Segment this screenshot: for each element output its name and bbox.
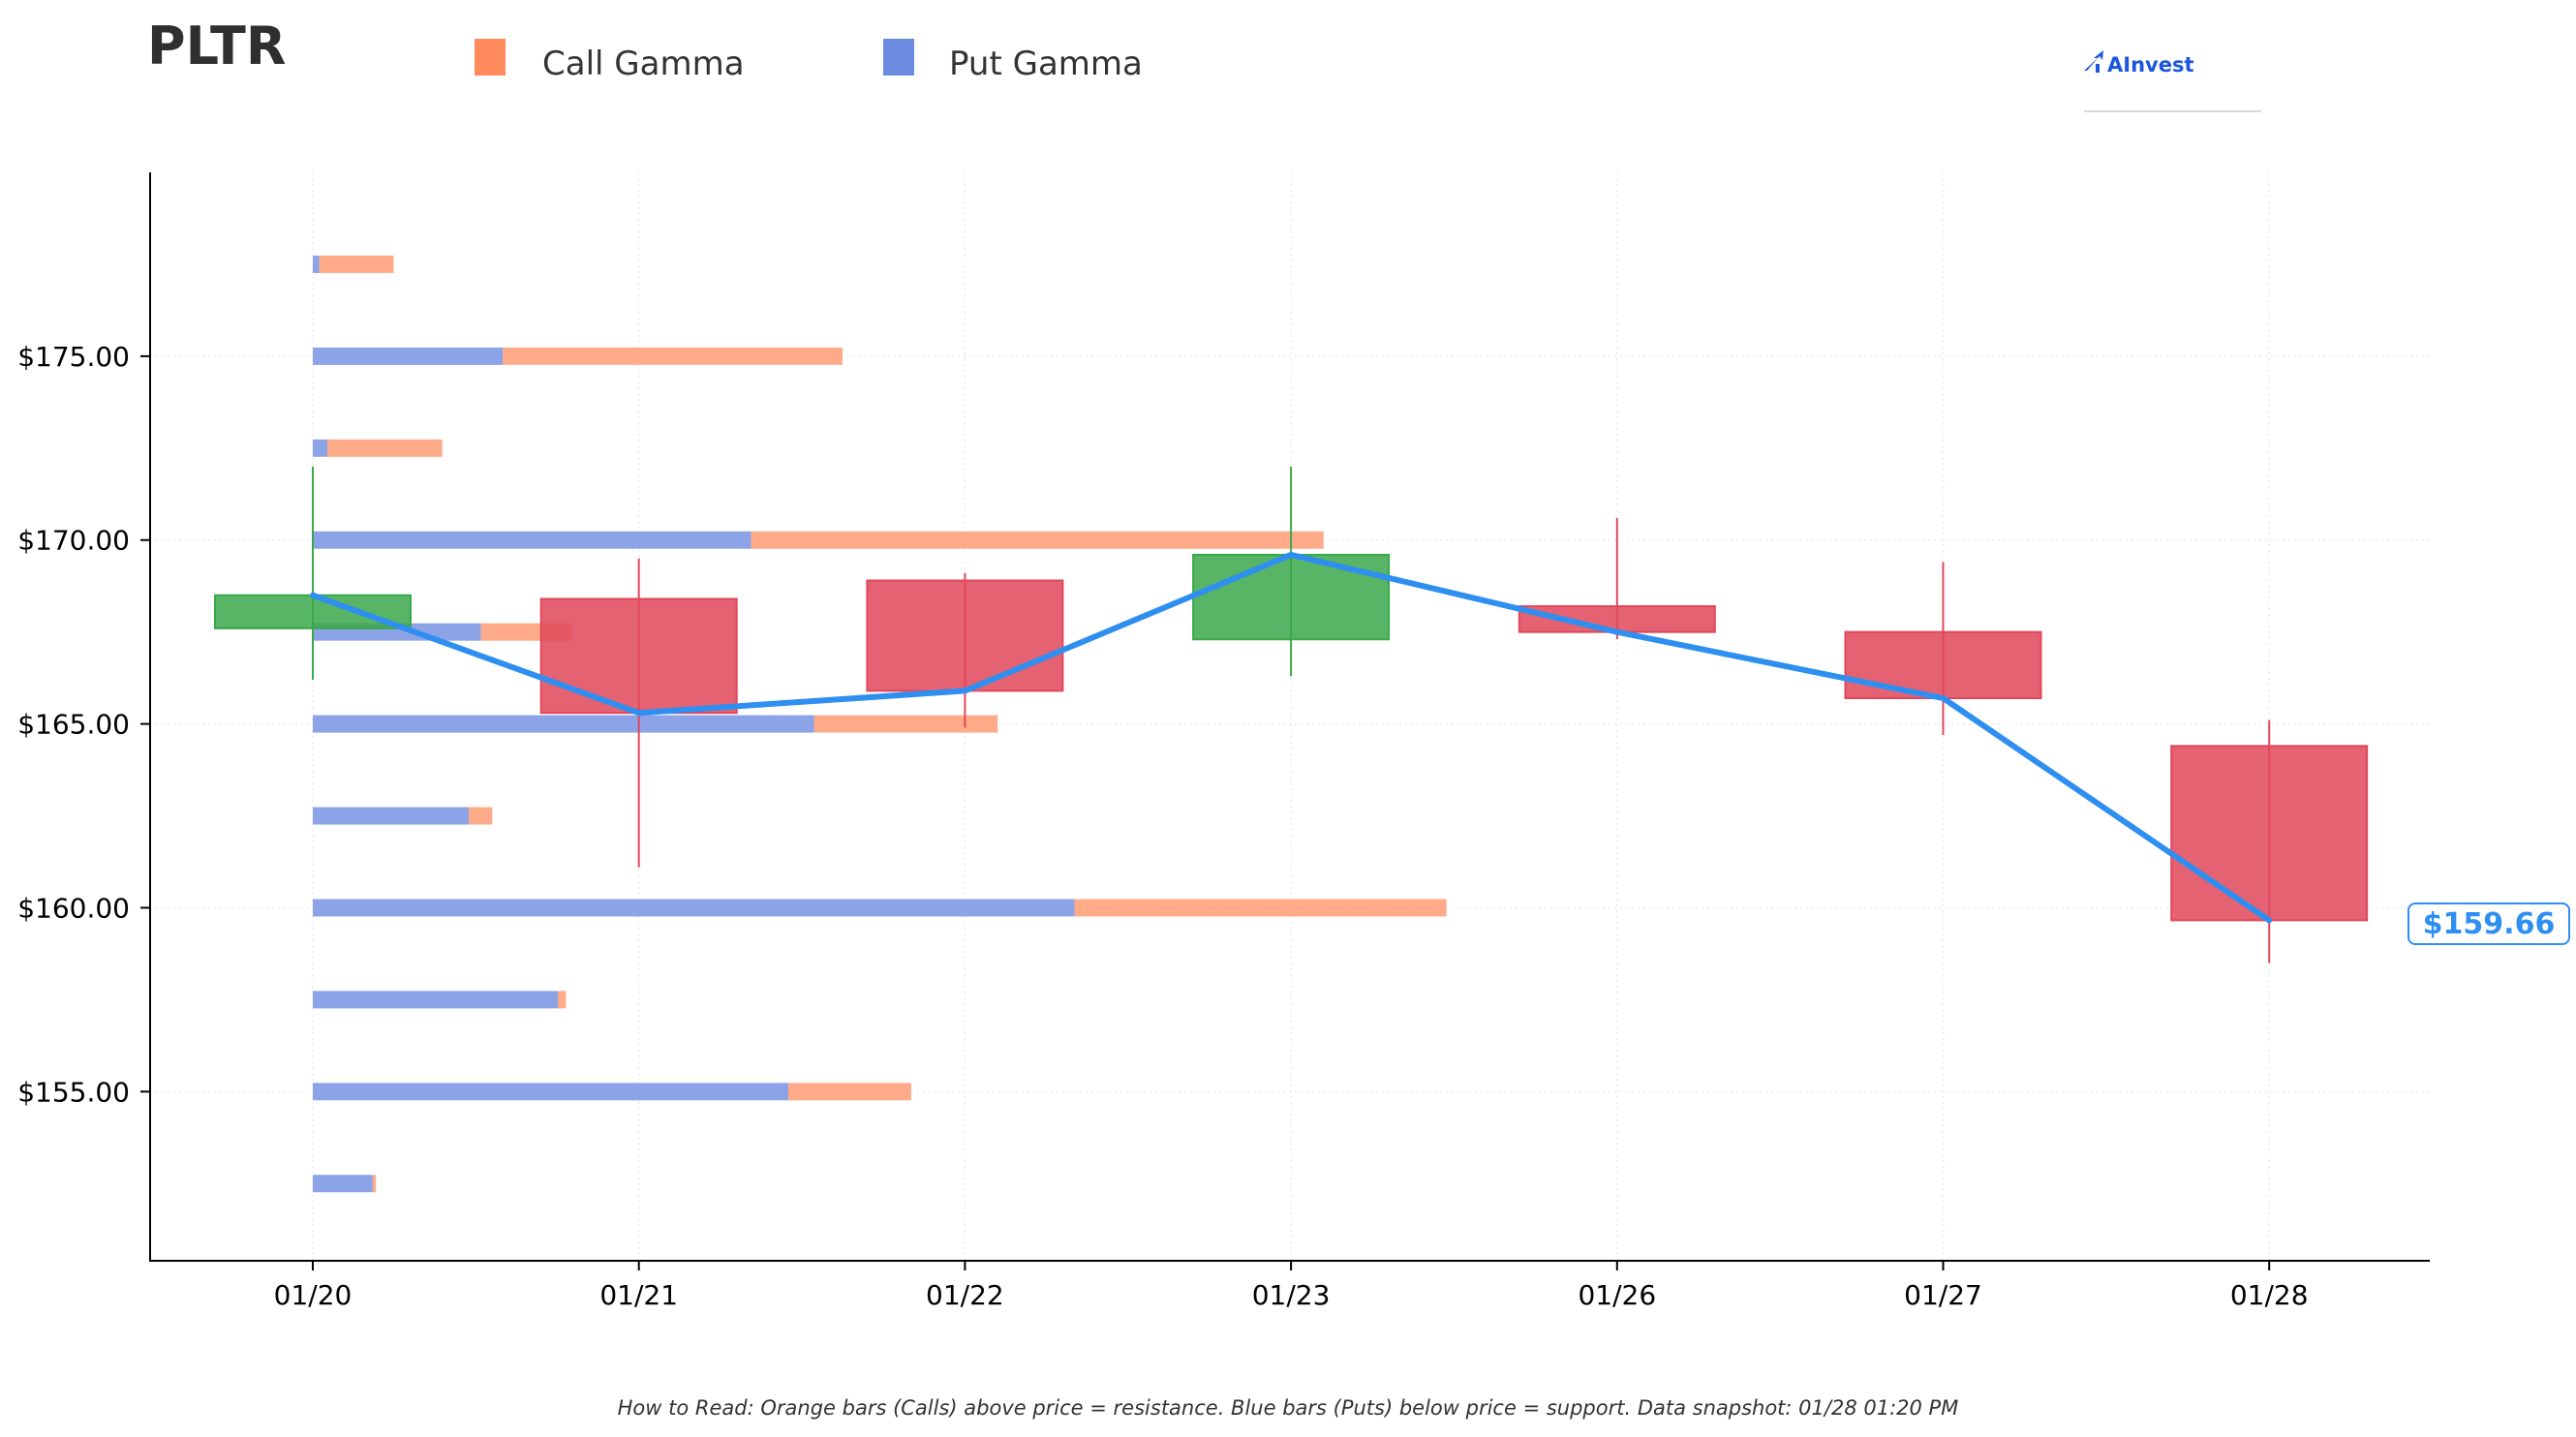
- logo-bar-icon: [2096, 64, 2100, 73]
- put-gamma-bar: [313, 1175, 373, 1193]
- x-tick-label: 01/21: [599, 1279, 678, 1311]
- put-gamma-bar: [313, 439, 328, 457]
- call-gamma-bar: [469, 807, 493, 825]
- call-gamma-bar: [787, 1083, 911, 1101]
- x-tick-label: 01/20: [274, 1279, 353, 1311]
- last-price-label: $159.66: [2423, 907, 2556, 941]
- call-gamma-bar: [558, 991, 567, 1009]
- x-tick-label: 01/27: [1904, 1279, 1982, 1311]
- logo-chart-icon: [2084, 50, 2103, 71]
- x-axis-ticks: 01/20 01/21 01/22 01/23 01/26 01/27 01/28: [274, 1261, 2309, 1311]
- call-gamma-bar: [1074, 899, 1447, 917]
- candle-body: [866, 579, 1064, 692]
- price-line-path: [310, 551, 2273, 924]
- candle-body: [214, 594, 412, 629]
- y-tick-label: $155.00: [17, 1076, 130, 1108]
- brand-logo: AInvest: [2084, 50, 2261, 112]
- x-tick-label: 01/26: [1578, 1279, 1656, 1311]
- legend-label-call: Call Gamma: [542, 45, 745, 83]
- put-gamma-bar: [313, 991, 559, 1009]
- x-tick-label: 01/23: [1252, 1279, 1331, 1311]
- call-gamma-bar: [372, 1175, 377, 1193]
- chart-title: PLTR: [147, 15, 286, 76]
- y-axis-ticks: $155.00 $160.00 $165.00 $170.00 $175.00: [17, 341, 150, 1108]
- put-gamma-bar: [313, 715, 814, 733]
- candle-body: [2170, 745, 2369, 922]
- put-gamma-bar: [313, 1083, 788, 1101]
- put-gamma-bar: [313, 531, 751, 549]
- call-gamma-bar: [319, 255, 394, 273]
- x-tick-label: 01/22: [926, 1279, 1004, 1311]
- x-tick-label: 01/28: [2230, 1279, 2309, 1311]
- price-line: [310, 551, 2273, 924]
- call-gamma-bar: [503, 347, 843, 365]
- candle-body: [1192, 553, 1391, 641]
- last-price-box: [2407, 902, 2570, 945]
- y-tick-label: $175.00: [17, 341, 130, 373]
- gamma-bars: [313, 255, 1447, 1193]
- brand-name: AInvest: [2107, 53, 2194, 76]
- put-gamma-bar: [313, 899, 1075, 917]
- candle-body: [1844, 630, 2042, 700]
- legend-label-put: Put Gamma: [949, 45, 1143, 83]
- call-gamma-bar: [751, 531, 1324, 549]
- legend-swatch-put: [883, 39, 914, 76]
- last-price-badge: $159.66: [2407, 902, 2570, 945]
- put-gamma-bar: [313, 255, 320, 273]
- call-gamma-bar: [813, 715, 998, 733]
- legend-swatch-call: [475, 39, 506, 76]
- y-tick-label: $160.00: [17, 892, 130, 924]
- call-gamma-bar: [327, 439, 443, 457]
- footnote: How to Read: Orange bars (Calls) above p…: [618, 1396, 1959, 1420]
- put-gamma-bar: [313, 347, 504, 365]
- put-gamma-bar: [313, 807, 470, 825]
- y-tick-label: $165.00: [17, 709, 130, 741]
- y-tick-label: $170.00: [17, 525, 130, 557]
- candle-body: [1518, 605, 1716, 633]
- candle-body: [539, 597, 738, 715]
